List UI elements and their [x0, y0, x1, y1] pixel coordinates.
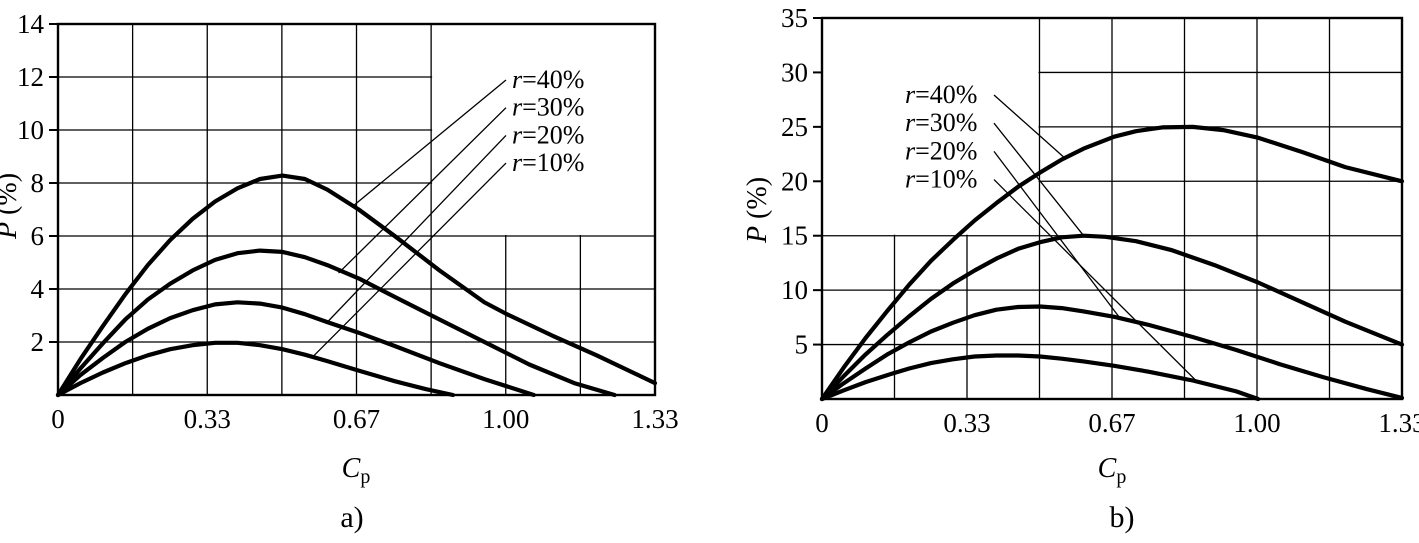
- panel-caption-a: a): [340, 501, 363, 534]
- curve-r20: [819, 304, 1405, 402]
- curve-r30: [819, 233, 1405, 402]
- plot-border: [56, 22, 657, 397]
- legend-leader-line: [993, 94, 1065, 158]
- legend-leader-line: [993, 122, 1085, 237]
- x-axis-title: Cp: [342, 453, 371, 488]
- x-tick-label: 1.00: [1233, 408, 1280, 438]
- curve-r40: [819, 124, 1405, 402]
- y-tick-label: 5: [795, 330, 809, 360]
- y-tick-label: 25: [781, 112, 808, 142]
- y-tick-label: 35: [781, 3, 808, 33]
- legend-label-r20: r=20%: [512, 120, 584, 149]
- y-axis-title: P (%): [0, 173, 23, 240]
- legend-leader-line: [993, 179, 1198, 383]
- y-tick-label: 10: [781, 275, 808, 305]
- chart-a: r=40%r=30%r=20%r=10% 2 4 6 8 10 12 14 0 0.33 0.67 1…: [0, 9, 679, 534]
- curve-r40: [55, 173, 658, 398]
- y-tick-label: 14: [17, 9, 45, 39]
- x-tick-label: 0.67: [333, 404, 380, 434]
- legend-label-r40: r=40%: [905, 80, 977, 109]
- x-tick-label: 0.33: [184, 404, 231, 434]
- y-axis-title: P (%): [742, 177, 773, 244]
- y-tick-label: 8: [31, 168, 45, 198]
- curve-r30: [55, 248, 617, 398]
- chart-b: r=40%r=30%r=20%r=10% 5 10 15 20 25 30 35 0 0.33 0.…: [742, 3, 1419, 534]
- y-tick-label: 20: [781, 166, 808, 196]
- legend-leader-line: [311, 162, 507, 359]
- curve-r10: [55, 340, 456, 398]
- x-tick-label: 1.33: [1378, 408, 1419, 438]
- y-tick-label: 6: [31, 221, 45, 251]
- legend-leader-line: [351, 79, 507, 208]
- x-tick-label: 1.33: [631, 404, 678, 434]
- x-tick-label: 0.67: [1088, 408, 1135, 438]
- x-axis-title: Cp: [1098, 453, 1127, 488]
- panel-caption-b: b): [1110, 501, 1135, 534]
- x-tick-label: 0: [815, 408, 829, 438]
- y-tick-label: 4: [31, 274, 45, 304]
- y-tick-label: 2: [31, 327, 45, 357]
- y-tick-label: 10: [17, 115, 44, 145]
- curve-r10: [819, 353, 1261, 402]
- legend-leader-line: [338, 107, 507, 274]
- plot-border: [820, 16, 1404, 401]
- x-tick-label: 0.33: [943, 408, 990, 438]
- x-tick-label: 1.00: [482, 404, 529, 434]
- y-tick-label: 30: [781, 57, 808, 87]
- legend-label-r40: r=40%: [512, 65, 584, 94]
- legend-label-r10: r=10%: [512, 148, 584, 177]
- legend-leader-line: [993, 151, 1120, 317]
- y-tick-label: 12: [17, 62, 44, 92]
- y-tick-label: 15: [781, 221, 808, 251]
- x-tick-label: 0: [51, 404, 65, 434]
- legend-label-r10: r=10%: [905, 165, 977, 194]
- curve-r20: [55, 300, 536, 398]
- legend-leader-line: [326, 134, 507, 323]
- legend-label-r30: r=30%: [512, 93, 584, 122]
- legend-label-r30: r=30%: [905, 108, 977, 137]
- legend-label-r20: r=20%: [905, 136, 977, 165]
